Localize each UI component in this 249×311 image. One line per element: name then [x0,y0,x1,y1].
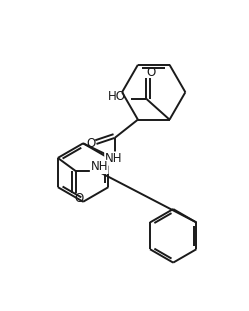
Text: HO: HO [108,91,126,104]
Text: O: O [146,66,155,79]
Text: NH: NH [90,160,108,174]
Text: O: O [74,192,83,205]
Text: O: O [86,137,96,151]
Text: NH: NH [105,152,122,165]
